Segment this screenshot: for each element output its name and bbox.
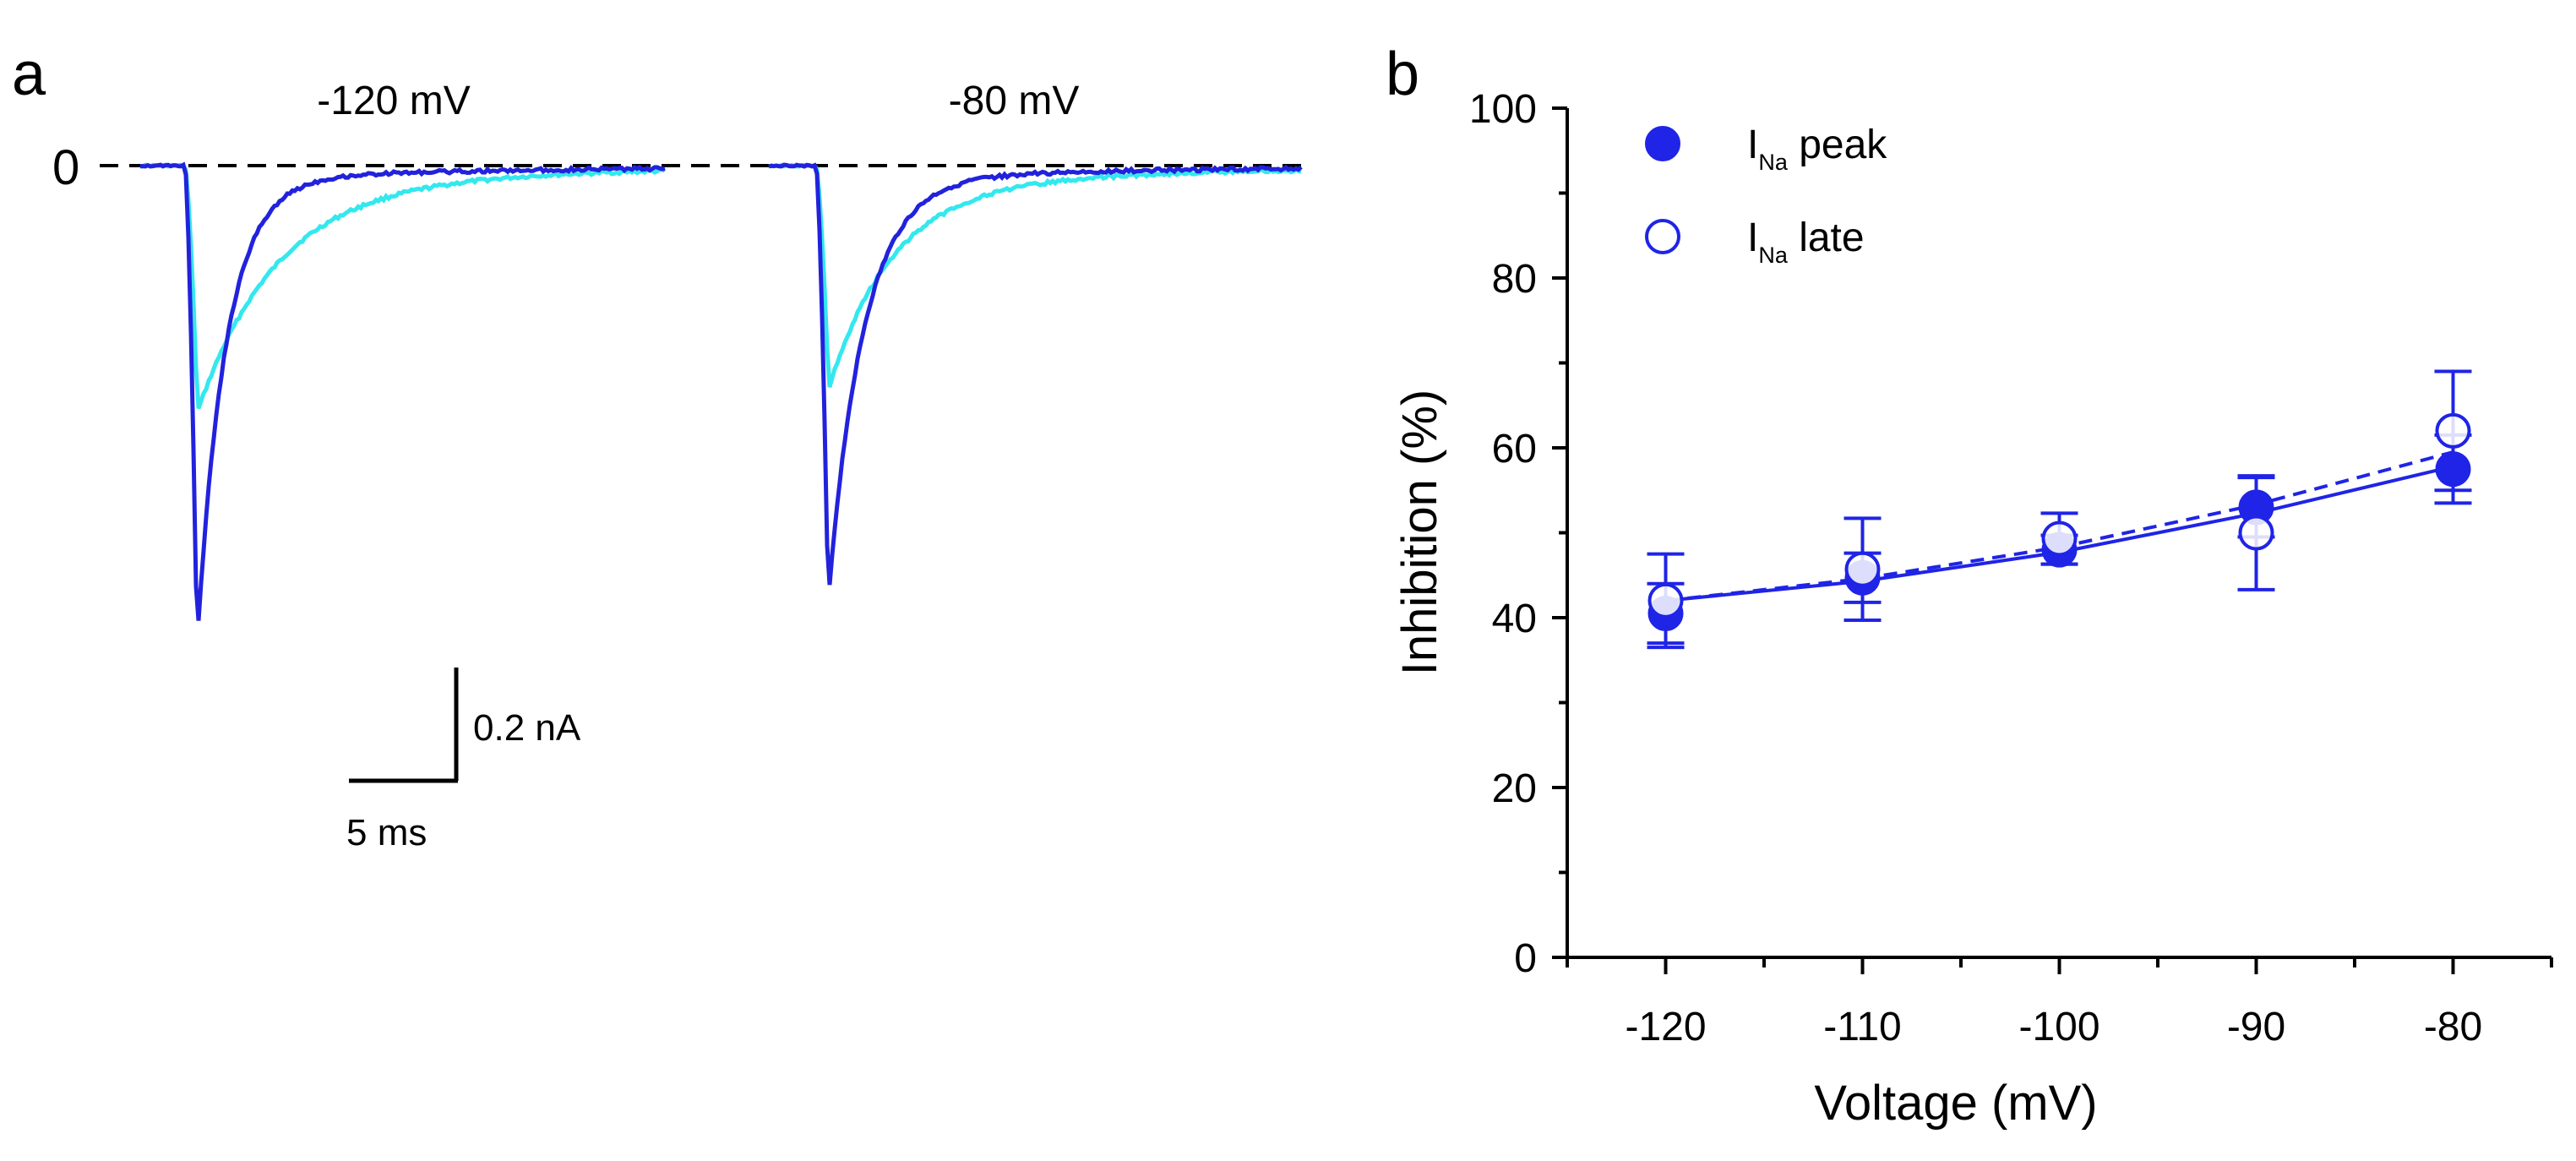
data-point-1-1: [1844, 551, 1881, 587]
current-traces: [139, 161, 1303, 621]
y-tick-label-80: 80: [1492, 257, 1537, 302]
trace-drug-1: [768, 162, 1302, 388]
trace-control-0: [139, 161, 666, 621]
data-point-1-4: [2435, 412, 2471, 449]
x-tick-label--120: -120: [1625, 1005, 1706, 1049]
data-point-1-0: [1647, 582, 1684, 619]
axis-ticks: 0 20 40 60 80 100 -120 -110 -100 -90 -80: [1469, 87, 2553, 1049]
x-axis-title: Voltage (mV): [1814, 1076, 2097, 1131]
legend-late-label-main: I: [1747, 215, 1758, 260]
data-point-1-2: [2041, 521, 2078, 557]
y-axis-title: Inhibition (%): [1392, 390, 1447, 675]
trace-control-1: [768, 162, 1303, 586]
legend-late-marker: [1645, 219, 1680, 254]
trace-drug-0: [140, 162, 666, 410]
y-tick-label-0: 0: [1514, 936, 1537, 981]
x-tick-label--100: -100: [2018, 1005, 2099, 1049]
legend-late-label-rest: late: [1788, 215, 1865, 260]
zero-current-label: 0: [52, 140, 79, 195]
x-tick-label--90: -90: [2227, 1005, 2285, 1049]
condition-label-neg120: -120 mV: [317, 79, 470, 123]
data-point-0-4: [2435, 451, 2471, 488]
data-point-1-3: [2238, 515, 2274, 551]
scale-bar: 0.2 nA 5 ms: [346, 668, 581, 853]
legend-peak-label-sub: Na: [1758, 150, 1788, 175]
x-tick-label--80: -80: [2424, 1005, 2482, 1049]
y-tick-label-60: 60: [1492, 427, 1537, 471]
legend-peak-label: INa peak: [1747, 123, 1887, 175]
chart-series: [1647, 369, 2472, 650]
x-tick-label--110: -110: [1823, 1005, 1902, 1049]
legend-late-label: INa late: [1747, 215, 1865, 268]
y-tick-label-20: 20: [1492, 766, 1537, 811]
legend-peak-label-main: I: [1747, 123, 1758, 167]
y-tick-label-100: 100: [1469, 87, 1537, 132]
panel-b-label: b: [1386, 41, 1419, 108]
legend-peak-marker: [1645, 126, 1680, 161]
y-tick-label-40: 40: [1492, 597, 1537, 641]
legend-late-label-sub: Na: [1758, 243, 1788, 268]
legend-peak-label-rest: peak: [1788, 123, 1887, 167]
scale-bar-time-label: 5 ms: [346, 812, 427, 853]
panel-a-label: a: [12, 41, 46, 108]
scale-bar-current-label: 0.2 nA: [473, 707, 581, 749]
condition-label-neg80: -80 mV: [949, 79, 1080, 123]
legend: INa peak INa late: [1645, 123, 1887, 268]
